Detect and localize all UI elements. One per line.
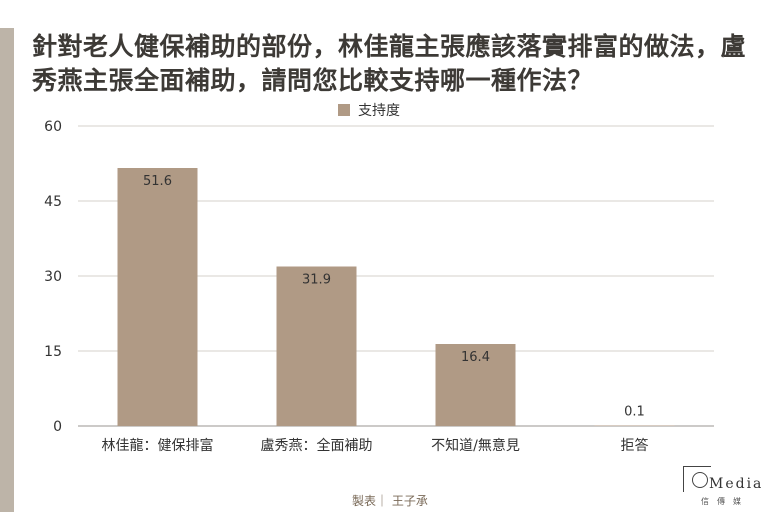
question-title: 針對老人健保補助的部份，林佳龍主張應該落實排富的做法，盧秀燕主張全面補助，請問您…: [32, 32, 747, 95]
data-label: 0.1: [624, 405, 645, 420]
y-tick-label: 60: [44, 119, 62, 135]
bar: [276, 266, 357, 426]
left-accent-band: [0, 28, 14, 512]
bars: [117, 168, 675, 426]
x-tick-label: 盧秀燕：全面補助: [261, 437, 373, 454]
x-axis-ticks: 林佳龍：健保排富 盧秀燕：全面補助 不知道/無意見 拒答: [102, 437, 649, 454]
data-label: 31.9: [302, 273, 331, 288]
x-tick-label: 林佳龍：健保排富: [102, 437, 214, 454]
legend: 支持度: [338, 103, 400, 119]
logo-mark-icon: [683, 466, 711, 492]
bar: [594, 425, 675, 426]
legend-label: 支持度: [358, 103, 400, 119]
media-logo: Media 信傳媒: [683, 466, 765, 510]
y-tick-label: 0: [53, 419, 62, 435]
y-axis-ticks: 0 15 30 45 60: [44, 119, 62, 435]
y-tick-label: 45: [44, 194, 62, 210]
bar: [435, 344, 516, 426]
bar: [117, 168, 198, 426]
legend-swatch: [338, 104, 350, 116]
logo-text: Media: [709, 476, 764, 492]
x-tick-label: 不知道/無意見: [431, 437, 520, 454]
credit-line: 製表｜ 王子承: [352, 494, 428, 508]
data-label: 16.4: [461, 350, 490, 365]
data-label: 51.6: [143, 174, 172, 189]
data-labels: 51.6 31.9 16.4 0.1: [143, 174, 645, 420]
x-tick-label: 拒答: [621, 437, 649, 454]
y-tick-label: 30: [44, 269, 62, 285]
logo-subtext: 信傳媒: [701, 497, 749, 506]
y-tick-label: 15: [44, 344, 62, 360]
